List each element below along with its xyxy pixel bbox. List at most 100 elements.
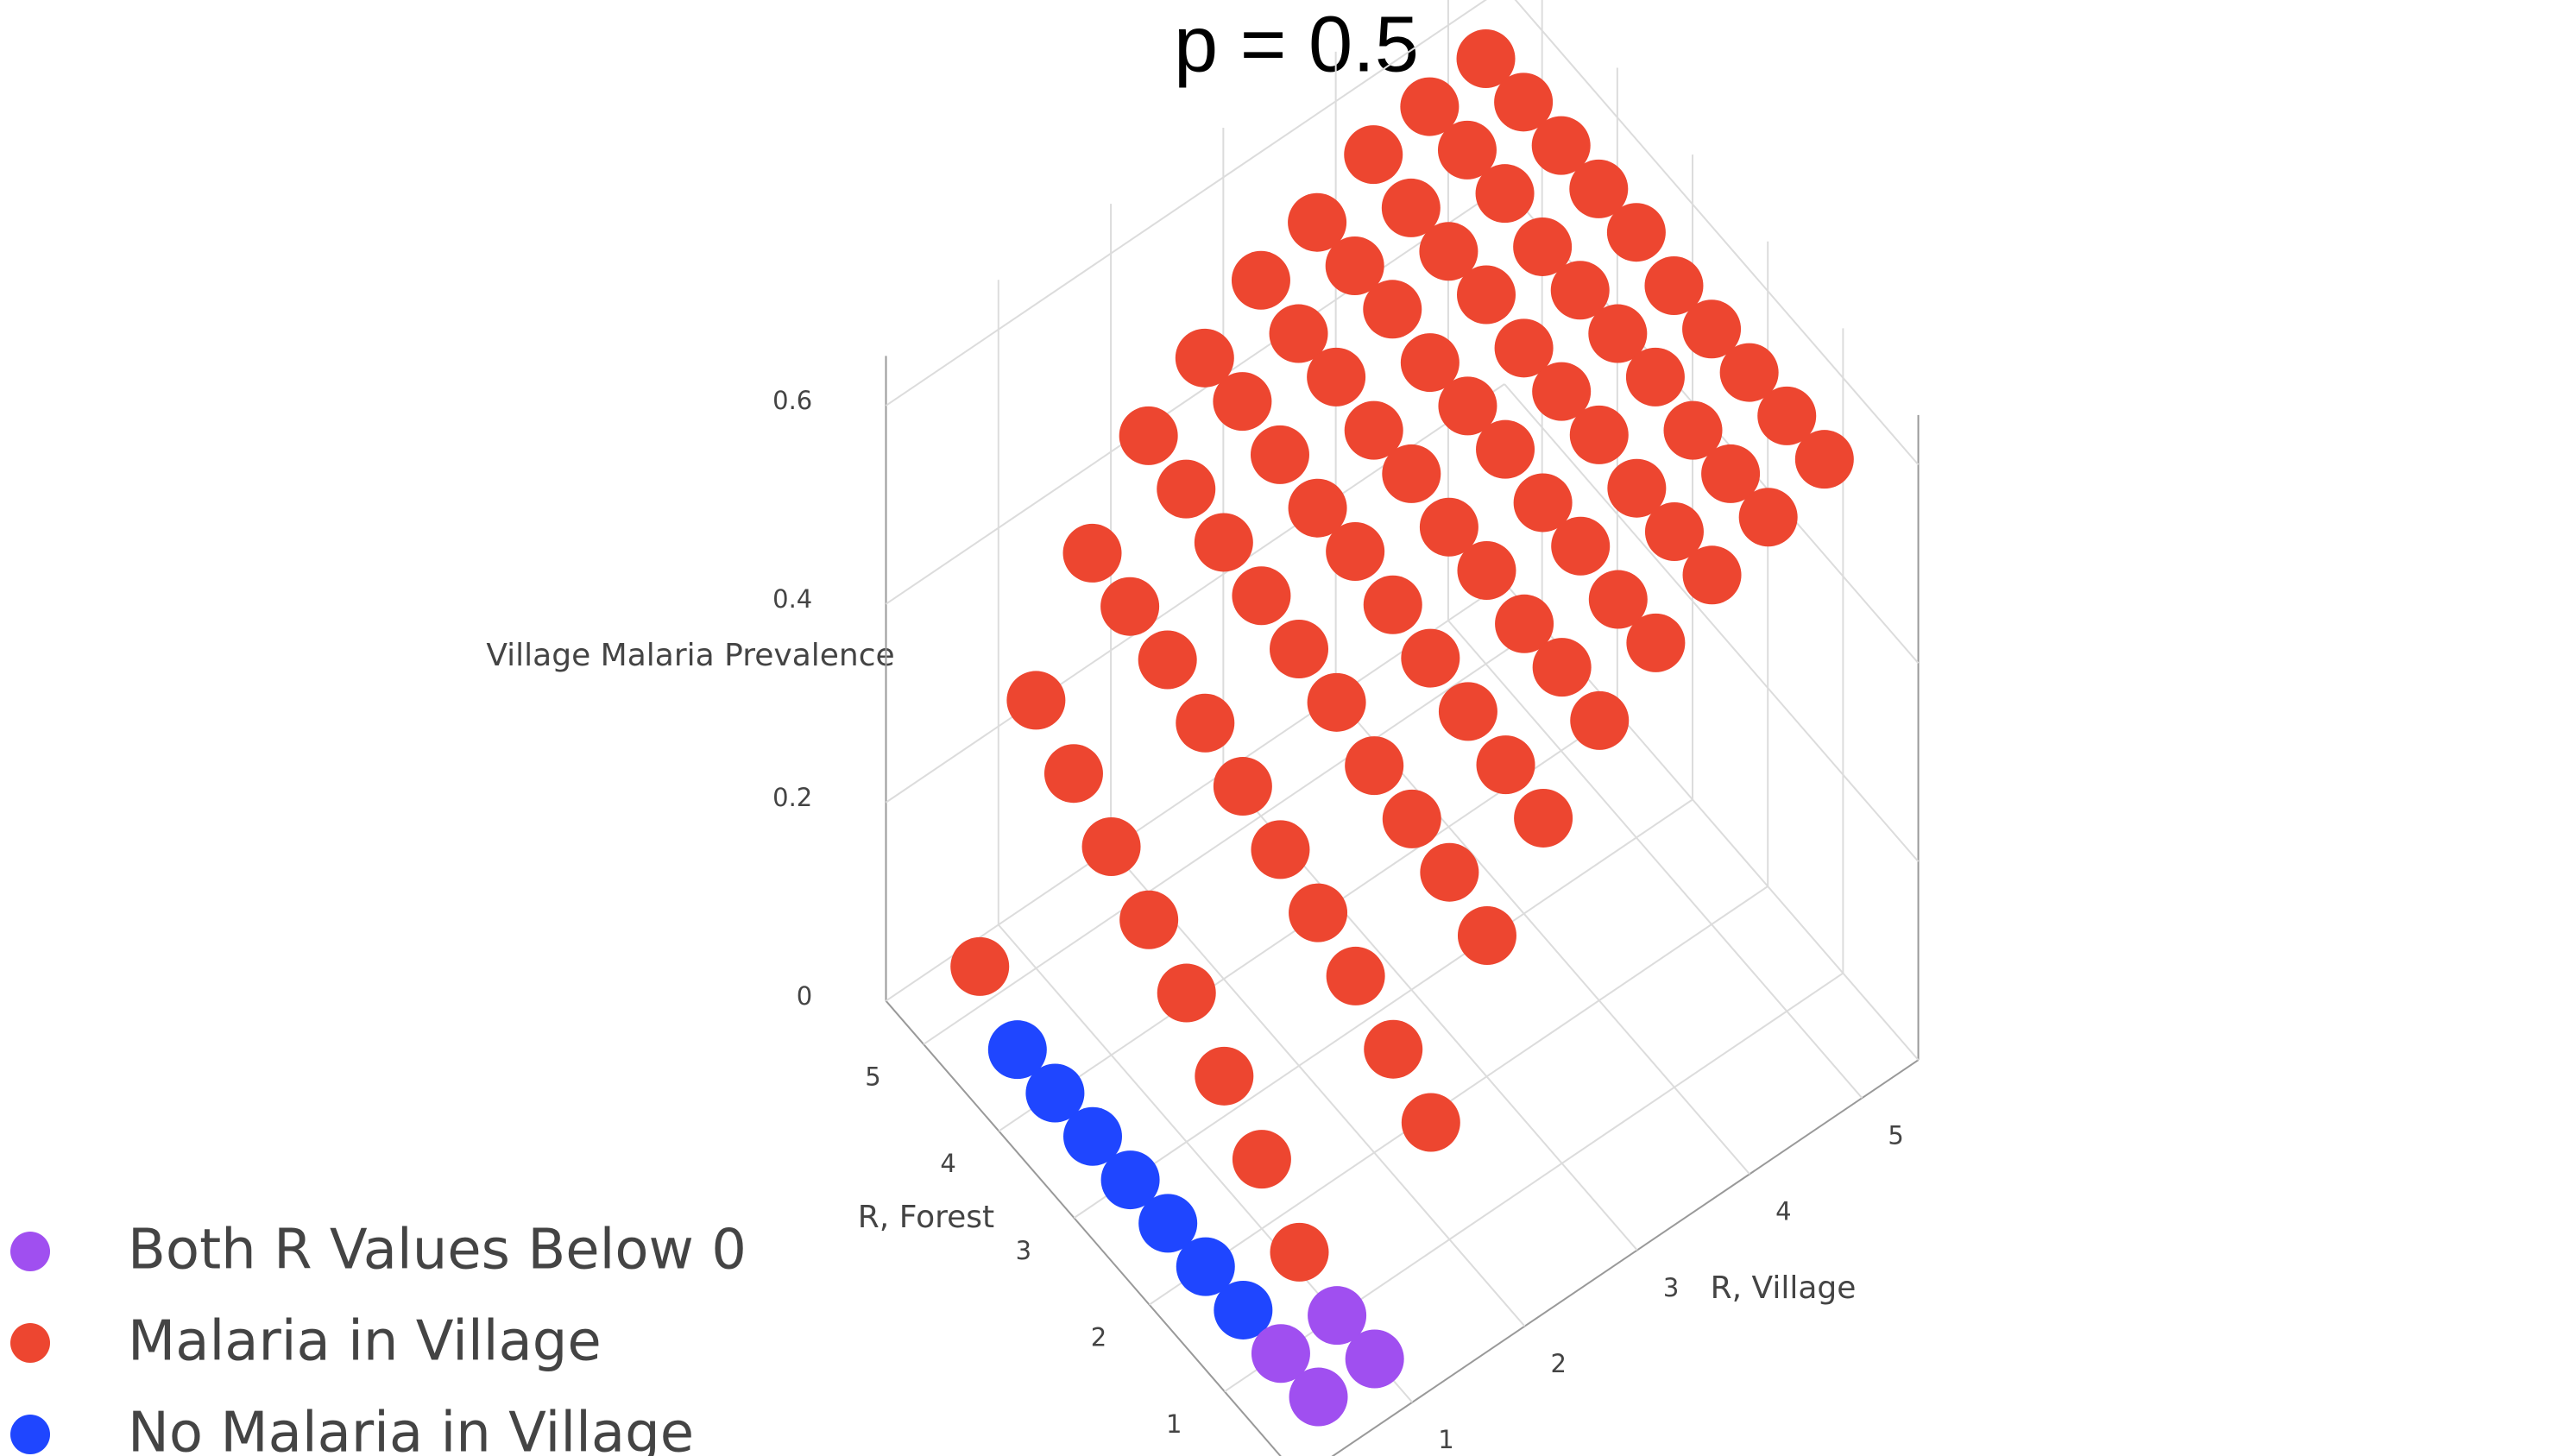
data-point <box>1419 497 1478 557</box>
data-point <box>1308 1286 1367 1346</box>
x-tick-label: 5 <box>1888 1120 1903 1150</box>
data-point <box>1476 419 1535 479</box>
legend-label: No Malaria in Village <box>128 1402 694 1456</box>
data-point <box>1513 217 1573 276</box>
grid-line <box>1447 620 1863 1099</box>
data-point <box>1176 693 1235 753</box>
data-point <box>1401 628 1460 688</box>
data-point <box>1382 789 1441 848</box>
data-point <box>1138 630 1197 690</box>
z-axis-title: Village Malaria Prevalence <box>486 638 894 673</box>
data-point <box>1269 304 1328 363</box>
data-point <box>1475 164 1535 224</box>
data-point <box>1270 620 1329 679</box>
data-point <box>1157 459 1216 519</box>
data-point <box>1232 1130 1291 1189</box>
data-point <box>1606 203 1666 262</box>
y-tick-label: 1 <box>1166 1409 1182 1439</box>
data-point <box>1550 261 1610 320</box>
grid-line <box>1073 798 1693 1219</box>
grid-line <box>885 582 1505 1002</box>
data-point <box>1400 77 1460 136</box>
data-point <box>1644 501 1704 561</box>
markers <box>950 29 1854 1427</box>
data-point <box>1794 430 1854 489</box>
legend-label: Malaria in Village <box>128 1310 602 1374</box>
data-point <box>1250 425 1309 484</box>
data-point <box>1289 883 1348 942</box>
data-point <box>1270 1222 1329 1282</box>
data-point <box>1625 347 1685 407</box>
legend-marker <box>10 1232 50 1271</box>
data-point <box>1531 116 1591 175</box>
data-point <box>1532 638 1592 697</box>
data-point <box>1100 1150 1160 1210</box>
data-point <box>1437 120 1497 180</box>
data-point <box>1326 521 1385 581</box>
data-point <box>1325 236 1384 295</box>
data-point <box>987 1020 1047 1080</box>
x-tick-label: 4 <box>1775 1197 1791 1226</box>
data-point <box>1175 328 1234 388</box>
data-point <box>1663 400 1723 460</box>
data-point <box>1607 458 1667 518</box>
data-point <box>1062 523 1122 583</box>
data-point <box>1738 488 1798 547</box>
data-point <box>1626 613 1686 672</box>
data-point <box>1401 1093 1460 1152</box>
data-point <box>1326 946 1385 1005</box>
x-tick-label: 3 <box>1663 1273 1679 1302</box>
data-point <box>1569 405 1629 464</box>
x-tick-label: 2 <box>1551 1349 1567 1378</box>
z-tick-label: 0.6 <box>772 386 812 415</box>
data-point <box>1288 192 1347 252</box>
data-point <box>1062 1106 1122 1166</box>
data-point <box>1363 575 1422 634</box>
data-point <box>1195 1046 1254 1106</box>
data-point <box>1006 671 1066 730</box>
y-axis-title: R, Forest <box>858 1200 994 1235</box>
data-point <box>1363 280 1422 339</box>
y-tick-label: 2 <box>1091 1322 1106 1352</box>
axis-line <box>1331 1059 1920 1456</box>
data-point <box>1081 816 1141 876</box>
data-point <box>1307 347 1366 407</box>
data-point <box>1551 516 1611 576</box>
data-point <box>1344 125 1403 185</box>
data-point <box>1288 478 1347 538</box>
data-point <box>1514 788 1573 848</box>
data-point <box>1232 566 1291 626</box>
grid-line <box>1514 0 1920 466</box>
data-point <box>1419 222 1478 281</box>
data-point <box>1757 386 1817 445</box>
z-tick-label: 0 <box>797 981 812 1011</box>
data-point <box>1382 444 1441 503</box>
x-tick-label: 1 <box>1438 1425 1453 1454</box>
y-tick-label: 3 <box>1016 1236 1031 1265</box>
z-tick-label: 0.4 <box>772 584 812 614</box>
data-point <box>1456 29 1516 89</box>
legend: Both R Values Below 0 Malaria in Village N… <box>10 1219 747 1456</box>
axis-line <box>885 1000 1282 1456</box>
grid-line <box>1149 886 1768 1306</box>
grid-line <box>885 0 1487 407</box>
data-point <box>1494 318 1554 378</box>
data-point <box>1043 744 1103 804</box>
data-point <box>1194 513 1253 572</box>
data-point <box>1214 1280 1273 1339</box>
data-point <box>1457 541 1516 601</box>
data-point <box>1457 265 1516 325</box>
data-point <box>1231 250 1290 310</box>
data-point <box>1513 473 1573 533</box>
data-point <box>1420 842 1479 902</box>
data-point <box>1289 1367 1348 1427</box>
data-point <box>1213 757 1272 816</box>
data-point <box>950 936 1010 996</box>
data-point <box>1307 672 1366 732</box>
data-point <box>1138 1194 1198 1253</box>
data-point <box>1400 333 1460 393</box>
data-point <box>1682 545 1742 605</box>
data-point <box>1251 1324 1310 1384</box>
data-point <box>1532 362 1592 421</box>
data-point <box>1438 376 1497 436</box>
